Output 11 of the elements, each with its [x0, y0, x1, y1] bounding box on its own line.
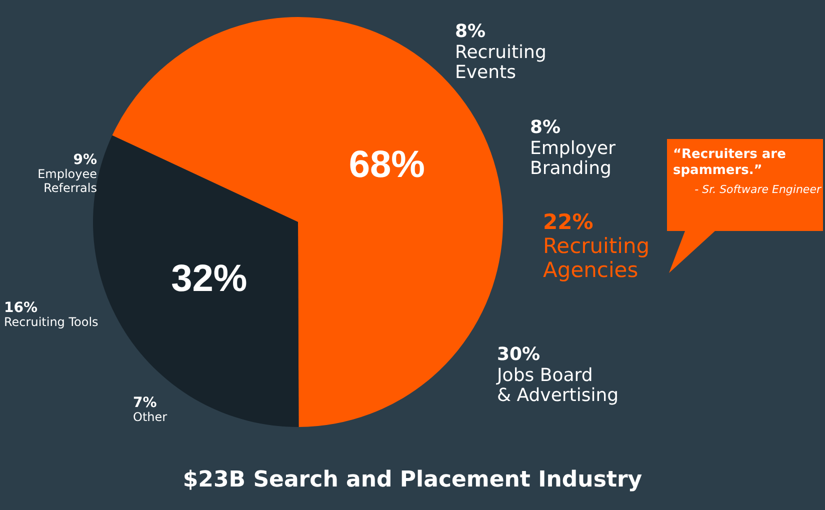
- text: 30% Jobs Board & Advertising: [497, 344, 619, 406]
- text: $23B Search and Placement Industry: [182, 468, 642, 492]
- text: “Recruiters are spammers.” - Sr. Software Engineer: [673, 147, 821, 196]
- text: 8% Employer Branding: [530, 117, 616, 180]
- data-label: 68%: [348, 144, 425, 186]
- text: 22% Recruiting Agencies: [543, 210, 650, 282]
- text: 9% Employee Referrals: [38, 152, 97, 195]
- text: 16% Recruiting Tools: [4, 300, 98, 330]
- data-label: 32%: [171, 258, 248, 300]
- text: 7% Other: [133, 395, 168, 424]
- text: 8% Recruiting Events: [455, 21, 546, 84]
